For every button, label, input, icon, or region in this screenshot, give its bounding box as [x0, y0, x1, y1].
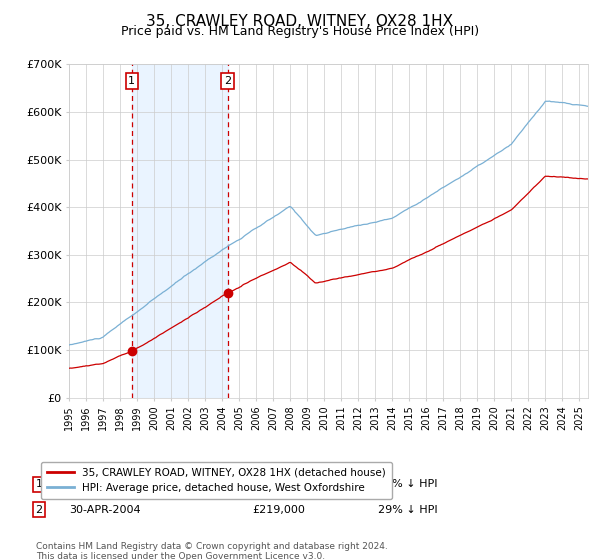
Text: 1: 1 [35, 479, 43, 489]
Text: Price paid vs. HM Land Registry's House Price Index (HPI): Price paid vs. HM Land Registry's House … [121, 25, 479, 38]
Text: 2: 2 [224, 76, 232, 86]
Text: 1: 1 [128, 76, 135, 86]
Text: £219,000: £219,000 [252, 505, 305, 515]
Text: 29% ↓ HPI: 29% ↓ HPI [378, 505, 437, 515]
Text: 30-APR-2004: 30-APR-2004 [69, 505, 140, 515]
Text: 35, CRAWLEY ROAD, WITNEY, OX28 1HX: 35, CRAWLEY ROAD, WITNEY, OX28 1HX [146, 14, 454, 29]
Text: 40% ↓ HPI: 40% ↓ HPI [378, 479, 437, 489]
Bar [132, 64, 228, 398]
Text: 08-SEP-1998: 08-SEP-1998 [69, 479, 140, 489]
Text: 2: 2 [35, 505, 43, 515]
Text: £98,000: £98,000 [252, 479, 298, 489]
Legend: 35, CRAWLEY ROAD, WITNEY, OX28 1HX (detached house), HPI: Average price, detache: 35, CRAWLEY ROAD, WITNEY, OX28 1HX (deta… [41, 461, 392, 500]
Text: Contains HM Land Registry data © Crown copyright and database right 2024.
This d: Contains HM Land Registry data © Crown c… [36, 542, 388, 560]
